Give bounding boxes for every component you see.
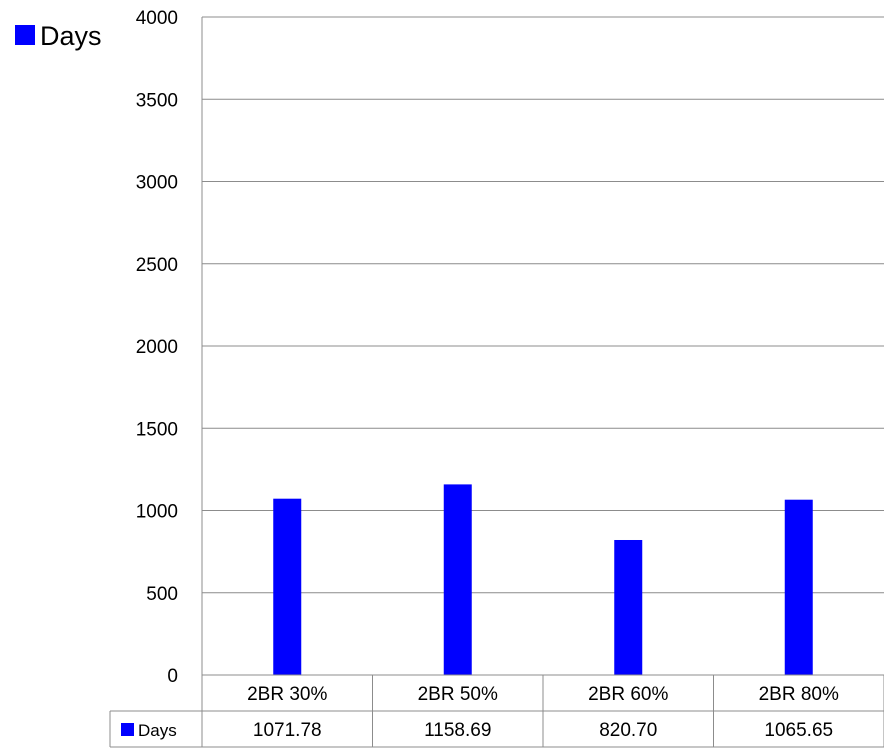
y-tick-label: 2500 — [136, 255, 178, 276]
legend: Days — [15, 21, 102, 51]
y-tick-label: 3000 — [136, 173, 178, 194]
x-category-label: 2BR 60% — [588, 684, 668, 705]
x-category-label: 2BR 50% — [418, 684, 498, 705]
y-tick-label: 3500 — [136, 90, 178, 111]
bar — [443, 484, 472, 675]
data-table-value: 1071.78 — [253, 720, 322, 741]
bar — [273, 498, 302, 675]
data-table-value: 1158.69 — [424, 720, 491, 741]
y-tick-label: 500 — [146, 584, 178, 605]
bar — [784, 499, 813, 675]
legend-swatch — [15, 25, 35, 45]
bars — [273, 484, 813, 675]
data-table-value: 1065.65 — [764, 720, 833, 741]
table-series-label: Days — [138, 721, 177, 740]
gridlines — [201, 16, 884, 675]
legend-label: Days — [40, 21, 102, 51]
bar — [614, 539, 643, 675]
x-category-label: 2BR 30% — [247, 684, 327, 705]
data-table: 2BR 30% 2BR 50% 2BR 60% 2BR 80% 1071.78 1158.… — [109, 674, 884, 748]
y-tick-label: 4000 — [136, 8, 178, 29]
x-category-label: 2BR 80% — [759, 684, 839, 705]
y-tick-label: 2000 — [136, 337, 178, 358]
y-axis-tick-labels: 0 500 1000 1500 2000 2500 3000 3500 4000 — [136, 8, 178, 687]
y-tick-label: 1000 — [136, 502, 178, 523]
y-tick-label: 0 — [167, 666, 178, 687]
y-tick-label: 1500 — [136, 419, 178, 440]
data-table-value: 820.70 — [599, 720, 657, 741]
table-legend-swatch — [121, 723, 134, 736]
